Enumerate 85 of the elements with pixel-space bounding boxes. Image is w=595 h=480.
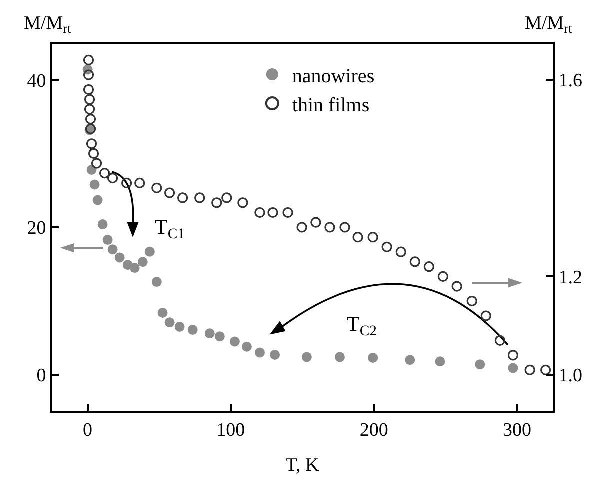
x-tick-label: 300	[502, 420, 532, 441]
point	[396, 246, 406, 258]
point	[524, 364, 536, 376]
point	[130, 263, 140, 274]
point	[310, 217, 322, 228]
point	[204, 328, 215, 339]
point	[194, 192, 206, 204]
point	[90, 180, 100, 190]
point	[452, 281, 462, 292]
point	[335, 352, 345, 362]
point	[108, 173, 118, 184]
point	[102, 235, 113, 246]
y-tick-label: 20	[27, 218, 46, 240]
point	[100, 168, 110, 179]
point	[178, 192, 188, 204]
x-tick-label: 0	[83, 420, 93, 441]
point	[92, 195, 103, 206]
point	[88, 148, 100, 160]
legend-label: thin films	[292, 94, 370, 116]
point	[242, 342, 252, 352]
point	[270, 350, 280, 360]
point	[164, 318, 175, 328]
x-tick-label: 100	[216, 420, 246, 441]
y-tick-label: 40	[27, 70, 46, 92]
point	[282, 207, 294, 218]
annotation: T$_{C2}$	[347, 312, 377, 340]
point	[84, 94, 96, 105]
x-tick-label: 200	[360, 420, 388, 441]
annotation: T$_{C1}$	[155, 215, 185, 242]
point	[152, 182, 162, 194]
point	[85, 114, 96, 125]
y2-axis-title: M/M$_{rt}$	[525, 13, 573, 36]
point	[230, 336, 240, 347]
point	[122, 178, 132, 189]
point	[424, 262, 434, 272]
point	[188, 324, 198, 335]
point	[352, 232, 364, 243]
point	[83, 70, 94, 80]
point	[134, 178, 146, 189]
point	[84, 104, 96, 115]
x-axis-title: T, K	[286, 455, 320, 476]
point	[435, 356, 446, 367]
point	[158, 308, 168, 318]
y2-tick-label: 1.2	[558, 267, 583, 288]
point	[212, 198, 222, 208]
point	[508, 350, 519, 361]
point	[324, 222, 336, 233]
point	[214, 332, 225, 342]
point	[254, 348, 265, 358]
point	[540, 364, 552, 376]
point	[164, 188, 176, 198]
point	[174, 322, 185, 332]
point	[508, 363, 518, 374]
point	[480, 310, 492, 322]
point	[475, 360, 486, 370]
point	[83, 54, 94, 66]
point	[138, 257, 148, 268]
point	[296, 222, 308, 233]
y-tick-label: 0	[36, 366, 46, 387]
point	[238, 198, 248, 208]
point	[410, 256, 420, 268]
point	[382, 242, 392, 252]
point	[494, 335, 506, 346]
point	[86, 138, 98, 150]
point	[98, 220, 108, 230]
point	[268, 207, 278, 218]
point	[144, 246, 155, 257]
point	[302, 352, 312, 362]
point	[368, 352, 378, 363]
point	[438, 271, 449, 282]
point	[340, 222, 350, 233]
point	[254, 207, 266, 218]
point	[92, 158, 102, 169]
point	[83, 84, 94, 96]
point	[108, 244, 118, 255]
point	[466, 296, 478, 307]
point	[152, 277, 162, 288]
y2-tick-label: 1.0	[558, 366, 583, 387]
y-axis-title: M/M$_{rt}$	[24, 13, 72, 36]
point	[114, 252, 125, 263]
legend-label: nanowires	[292, 65, 375, 88]
point	[368, 232, 378, 243]
y2-tick-label: 1.6	[558, 70, 583, 92]
point	[222, 192, 232, 204]
point	[405, 355, 416, 366]
